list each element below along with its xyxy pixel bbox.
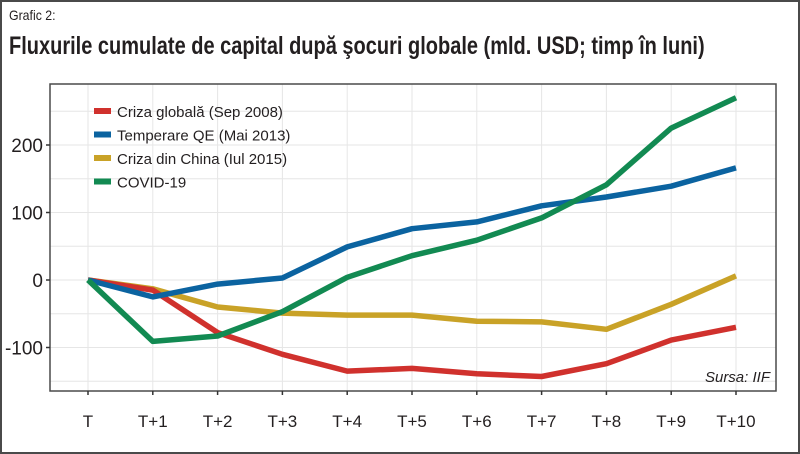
x-tick-label: T+7	[527, 412, 557, 431]
legend-swatch	[94, 178, 111, 185]
legend-swatch	[94, 155, 111, 161]
y-tick-label: -100	[5, 339, 43, 360]
series-line-0	[87, 277, 737, 380]
chart-title: Fluxurile cumulate de capital după şocur…	[9, 32, 705, 60]
legend-label: COVID-19	[117, 175, 186, 192]
legend: Criza globală (Sep 2008) Temperare QE (Ma…	[94, 104, 290, 192]
x-tick-label: T+9	[656, 412, 686, 431]
legend-label: Criza din China (Iul 2015)	[117, 151, 287, 168]
x-tick-label: T+1	[138, 412, 168, 431]
chart-caption: Grafic 2:	[9, 7, 56, 23]
x-tick-label: T	[83, 412, 93, 431]
legend-label: Temperare QE (Mai 2013)	[117, 128, 290, 145]
y-tick-label: 200	[11, 136, 43, 157]
series-line-2	[87, 273, 738, 333]
axes: -100 0 100 200 T T+1 T+2 T+3 T+4 T+5 T+6 T+7 T+8 T+9 T…	[5, 136, 756, 431]
x-tick-label: T+4	[332, 412, 362, 431]
y-tick-label: 100	[11, 204, 43, 225]
x-tick-label: T+2	[203, 412, 233, 431]
x-tick-label: T+10	[716, 412, 755, 431]
y-tick-label: 0	[32, 271, 43, 292]
legend-label: Criza globală (Sep 2008)	[117, 104, 283, 121]
legend-swatch	[94, 108, 111, 114]
series	[86, 95, 738, 380]
series-line-3	[86, 95, 738, 345]
x-tick-label: T+3	[268, 412, 298, 431]
plot-border	[49, 83, 777, 392]
x-tick-label: T+8	[592, 412, 622, 431]
legend-swatch	[94, 131, 111, 138]
series-line-1	[87, 165, 737, 300]
source-note: Sursa: IIF	[705, 369, 771, 386]
x-tick-label: T+6	[462, 412, 492, 431]
x-tick-label: T+5	[397, 412, 427, 431]
